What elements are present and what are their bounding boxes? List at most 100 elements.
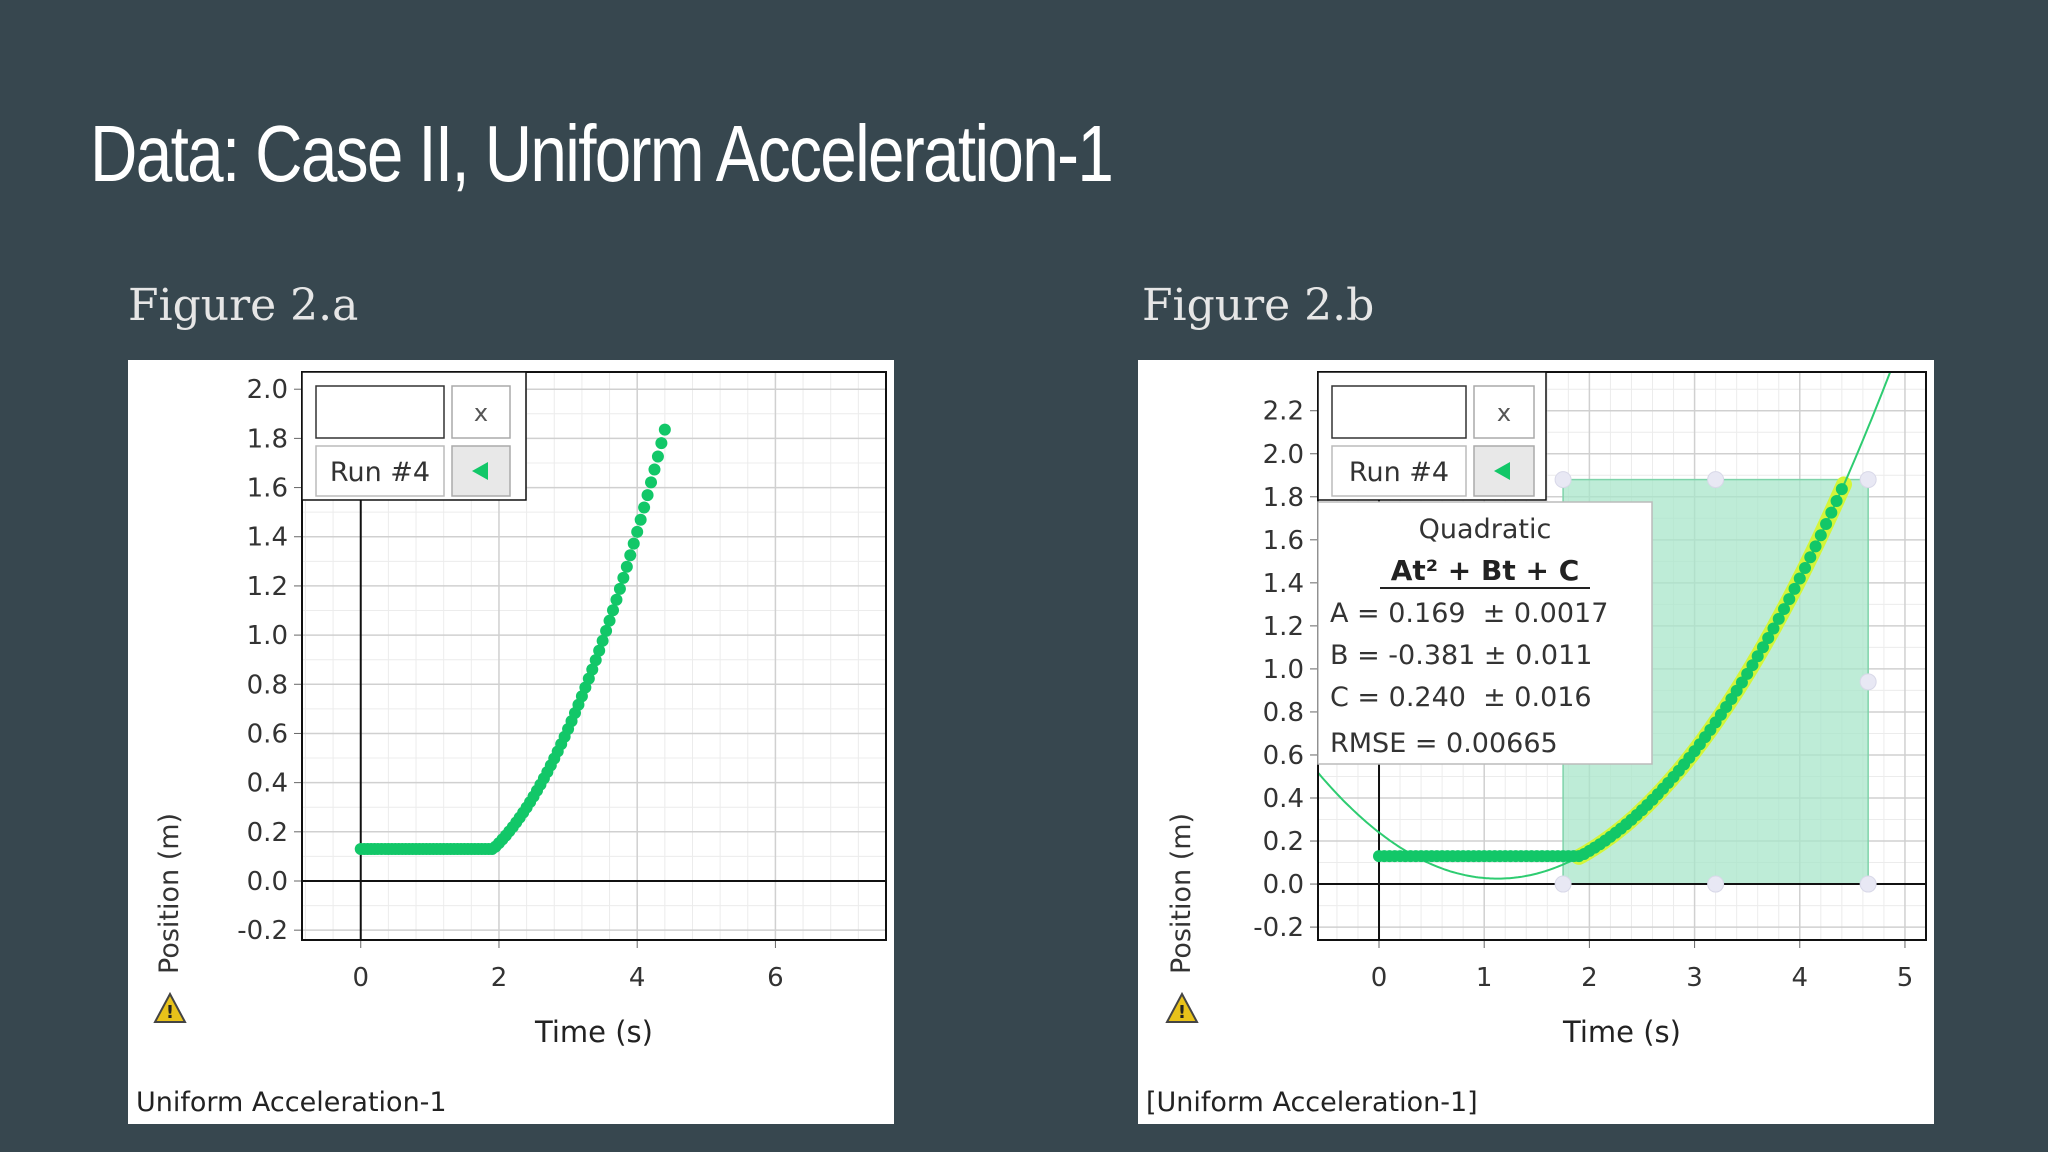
data-point bbox=[613, 582, 626, 595]
selection-handle bbox=[1859, 875, 1877, 893]
selection-handle bbox=[1859, 471, 1877, 489]
x-tick-label: 2 bbox=[1581, 963, 1598, 993]
y-tick-label: 0.6 bbox=[1263, 741, 1304, 771]
data-point bbox=[645, 476, 658, 489]
selection-handle bbox=[1554, 471, 1572, 489]
data-point bbox=[648, 463, 661, 476]
figure-a-footer: Uniform Acceleration-1 bbox=[136, 1087, 447, 1118]
y-axis-label: Position (m) bbox=[154, 813, 185, 974]
y-tick-label: 2.0 bbox=[247, 375, 288, 405]
data-point bbox=[607, 604, 620, 617]
svg-text:Run #4: Run #4 bbox=[330, 457, 430, 488]
data-points bbox=[354, 423, 671, 856]
figure-a-panel: -0.2 0.0 0.2 0.4 0.6 0.8 1.0 1.2 1.4 1.6 1.8 2.0 0 2… bbox=[128, 360, 894, 1124]
data-point bbox=[624, 549, 637, 562]
y-tick-label: 0.0 bbox=[247, 867, 288, 897]
data-point bbox=[596, 634, 609, 647]
legend-close-button[interactable]: x bbox=[451, 385, 511, 439]
legend-box: x Run #4 bbox=[1317, 371, 1547, 501]
data-point bbox=[620, 560, 633, 573]
y-tick-label: 1.4 bbox=[1263, 569, 1304, 599]
y-tick-label: -0.2 bbox=[1253, 913, 1304, 943]
y-tick-label: 0.2 bbox=[1263, 827, 1304, 857]
data-point bbox=[603, 614, 616, 627]
data-point bbox=[610, 593, 623, 606]
figure-b-chart: -0.2 0.0 0.2 0.4 0.6 0.8 1.0 1.2 1.4 1.6 1.8 2.0 2.2… bbox=[1165, 371, 1927, 1049]
selection-handles[interactable] bbox=[1554, 471, 1877, 893]
data-point bbox=[1835, 483, 1848, 496]
data-point bbox=[589, 654, 602, 667]
fit-rmse: RMSE = 0.00665 bbox=[1330, 728, 1558, 759]
data-point bbox=[655, 437, 668, 450]
data-point bbox=[600, 624, 613, 637]
svg-text:Run #4: Run #4 bbox=[1349, 457, 1449, 488]
x-tick-labels: 0 1 2 3 4 5 bbox=[1371, 940, 1913, 993]
data-point bbox=[1788, 582, 1801, 595]
data-point bbox=[1809, 540, 1822, 553]
selection-handle bbox=[1707, 471, 1725, 489]
y-tick-label: -0.2 bbox=[237, 916, 288, 946]
legend-box: x Run #4 bbox=[301, 371, 527, 501]
data-point bbox=[1830, 494, 1843, 507]
data-point bbox=[638, 501, 651, 514]
data-point bbox=[1793, 572, 1806, 585]
data-point bbox=[1746, 659, 1759, 672]
data-point bbox=[634, 513, 647, 526]
figure-b-caption: Figure 2.b bbox=[1142, 280, 1375, 331]
x-tick-label: 4 bbox=[1791, 963, 1808, 993]
legend-run-label: Run #4 bbox=[1331, 445, 1467, 497]
y-tick-label: 1.6 bbox=[1263, 526, 1304, 556]
data-point bbox=[641, 489, 654, 502]
svg-text:x: x bbox=[1497, 399, 1511, 427]
fit-param-a: A = 0.169 ± 0.0017 bbox=[1330, 598, 1608, 629]
data-point bbox=[1772, 612, 1785, 625]
x-axis-label: Time (s) bbox=[534, 1015, 653, 1049]
figure-b-panel: -0.2 0.0 0.2 0.4 0.6 0.8 1.0 1.2 1.4 1.6 1.8 2.0 2.2… bbox=[1138, 360, 1934, 1124]
x-tick-label: 5 bbox=[1897, 963, 1914, 993]
y-tick-label: 0.4 bbox=[1263, 784, 1304, 814]
svg-text:x: x bbox=[474, 399, 488, 427]
data-point bbox=[627, 537, 640, 550]
data-point bbox=[617, 571, 630, 584]
data-points bbox=[1373, 483, 1848, 863]
legend-toggle-button[interactable] bbox=[451, 445, 511, 497]
x-tick-label: 2 bbox=[491, 963, 508, 993]
selection-handle bbox=[1859, 673, 1877, 691]
y-tick-label: 0.2 bbox=[247, 818, 288, 848]
y-axis-label: Position (m) bbox=[1166, 813, 1197, 974]
slide-title: Data: Case II, Uniform Acceleration-1 bbox=[90, 109, 1114, 198]
x-tick-label: 4 bbox=[629, 963, 646, 993]
y-tick-label: 1.2 bbox=[247, 572, 288, 602]
legend-name-field[interactable] bbox=[1331, 385, 1467, 439]
x-tick-label: 6 bbox=[767, 963, 784, 993]
selection-handle bbox=[1707, 875, 1725, 893]
legend-close-button[interactable]: x bbox=[1473, 385, 1535, 439]
data-point bbox=[1767, 622, 1780, 635]
x-tick-label: 3 bbox=[1686, 963, 1703, 993]
legend-toggle-button[interactable] bbox=[1473, 445, 1535, 497]
curve-fit-box[interactable]: Quadratic At² + Bt + C A = 0.169 ± 0.001… bbox=[1317, 501, 1653, 765]
y-tick-label: 1.8 bbox=[1263, 483, 1304, 513]
y-tick-label: 1.2 bbox=[1263, 612, 1304, 642]
data-point bbox=[651, 450, 664, 463]
y-tick-label: 1.0 bbox=[247, 621, 288, 651]
data-point bbox=[1751, 650, 1764, 663]
y-tick-labels: -0.2 0.0 0.2 0.4 0.6 0.8 1.0 1.2 1.4 1.6 1.8 2.0 bbox=[237, 375, 302, 946]
legend-name-field[interactable] bbox=[315, 385, 445, 439]
data-point bbox=[1825, 506, 1838, 519]
data-point bbox=[586, 663, 599, 676]
data-point bbox=[1762, 631, 1775, 644]
fit-equation: At² + Bt + C bbox=[1391, 554, 1580, 587]
y-tick-label: 0.8 bbox=[247, 670, 288, 700]
data-point bbox=[658, 423, 671, 436]
fit-title: Quadratic bbox=[1419, 514, 1552, 545]
svg-text:!: ! bbox=[166, 1002, 174, 1023]
x-tick-label: 1 bbox=[1476, 963, 1493, 993]
warning-triangle-icon[interactable]: ! bbox=[1165, 991, 1199, 1023]
x-tick-labels: 0 2 4 6 bbox=[352, 940, 784, 993]
y-tick-label: 1.8 bbox=[247, 424, 288, 454]
data-point bbox=[1799, 562, 1812, 575]
y-tick-label: 0.8 bbox=[1263, 698, 1304, 728]
warning-triangle-icon[interactable]: ! bbox=[153, 991, 187, 1023]
triangle-left-icon bbox=[472, 462, 488, 480]
